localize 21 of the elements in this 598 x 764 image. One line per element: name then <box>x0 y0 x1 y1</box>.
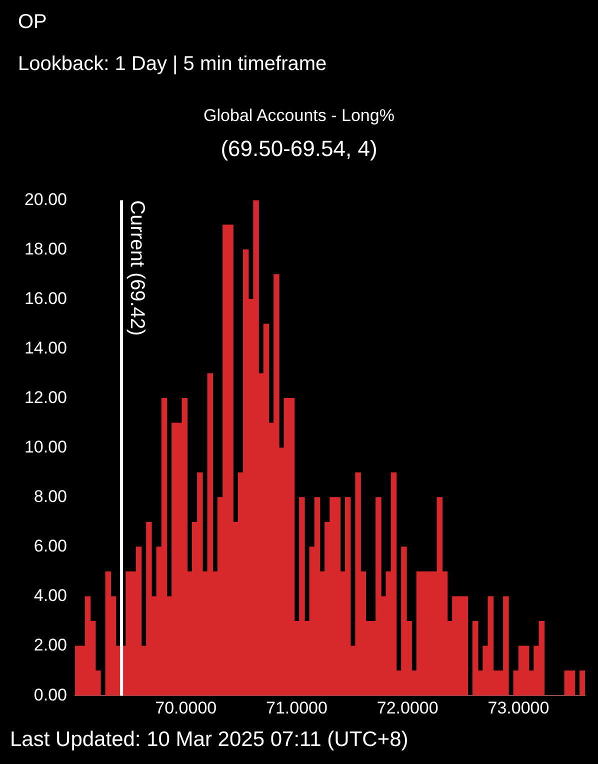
y-tick-label: 0.00 <box>34 685 67 704</box>
y-tick-label: 4.00 <box>34 586 67 606</box>
chart-subtitle: (69.50-69.54, 4) <box>220 136 378 162</box>
chart-title: Global Accounts - Long% <box>202 106 396 126</box>
y-tick-label: 14.00 <box>24 338 67 358</box>
y-tick-label: 12.00 <box>24 388 67 408</box>
y-tick-label: 16.00 <box>24 288 67 308</box>
y-tick-label: 18.00 <box>24 239 67 258</box>
y-tick-label: 6.00 <box>34 536 67 556</box>
x-tick-label: 73.0000 <box>488 698 550 718</box>
text: OP <box>18 10 48 35</box>
x-tick-label: 70.0000 <box>155 698 217 718</box>
y-tick-label: 2.00 <box>34 636 67 655</box>
y-tick-label: 20.00 <box>24 190 67 209</box>
y-tick-label: 8.00 <box>34 487 67 506</box>
y-tick-label: 10.00 <box>24 438 67 457</box>
x-tick-label: 71.0000 <box>266 698 328 718</box>
x-tick-label: 72.0000 <box>376 698 438 718</box>
ref-line-label: Current (69.42) <box>126 200 148 336</box>
text: Lookback: 1 Day | 5 min timeframe <box>18 52 327 77</box>
text: Last Updated: 10 Mar 2025 07:11 (UTC+8) <box>10 728 408 752</box>
